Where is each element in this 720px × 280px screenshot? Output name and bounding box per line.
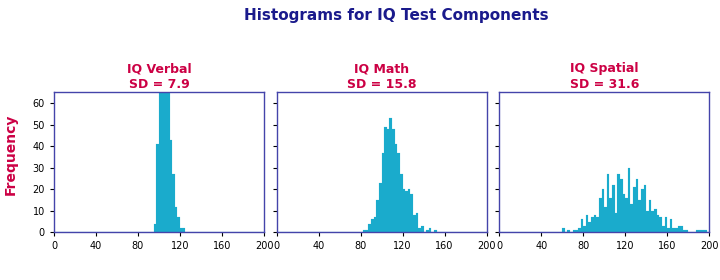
Bar (641, 189, 644, 232)
Bar (647, 211, 649, 232)
Bar (636, 179, 639, 232)
Bar (418, 228, 421, 232)
Bar (596, 217, 599, 232)
Bar (164, 26, 167, 232)
Bar (639, 200, 641, 232)
Bar (172, 174, 175, 232)
Text: Histograms for IQ Test Components: Histograms for IQ Test Components (243, 8, 549, 24)
Bar (169, 140, 172, 232)
Bar (578, 228, 580, 232)
Bar (366, 230, 369, 232)
Text: Frequency: Frequency (4, 113, 17, 195)
Bar (665, 217, 667, 232)
Bar (698, 230, 701, 232)
Bar (156, 144, 159, 232)
Bar (628, 168, 631, 232)
Bar (672, 228, 675, 232)
Bar (607, 174, 609, 232)
Bar (591, 217, 594, 232)
Bar (675, 228, 678, 232)
Bar (400, 174, 402, 232)
Bar (685, 230, 688, 232)
Title: IQ Spatial
SD = 31.6: IQ Spatial SD = 31.6 (570, 62, 639, 91)
Bar (696, 230, 698, 232)
Bar (161, 0, 164, 232)
Bar (562, 228, 564, 232)
Bar (369, 224, 371, 232)
Bar (620, 179, 623, 232)
Bar (421, 226, 423, 232)
Bar (382, 153, 384, 232)
Bar (159, 60, 161, 232)
Bar (670, 220, 672, 232)
Bar (599, 198, 602, 232)
Bar (704, 230, 706, 232)
Bar (654, 209, 657, 232)
Bar (683, 230, 685, 232)
Bar (408, 189, 410, 232)
Bar (410, 194, 413, 232)
Bar (623, 194, 625, 232)
Bar (413, 215, 415, 232)
Bar (405, 192, 408, 232)
Bar (678, 226, 680, 232)
Bar (572, 230, 575, 232)
Bar (377, 200, 379, 232)
Bar (397, 153, 400, 232)
Bar (395, 144, 397, 232)
Bar (662, 226, 665, 232)
Bar (631, 204, 633, 232)
Bar (434, 230, 437, 232)
Bar (154, 224, 156, 232)
Title: IQ Verbal
SD = 7.9: IQ Verbal SD = 7.9 (127, 62, 192, 91)
Bar (387, 129, 390, 232)
Bar (594, 215, 596, 232)
Bar (667, 228, 670, 232)
Bar (660, 217, 662, 232)
Bar (617, 174, 620, 232)
Bar (575, 230, 578, 232)
Bar (649, 200, 652, 232)
Bar (567, 230, 570, 232)
Bar (180, 228, 183, 232)
Bar (652, 211, 654, 232)
Bar (633, 187, 636, 232)
Bar (177, 217, 180, 232)
Bar (580, 220, 583, 232)
Bar (602, 189, 604, 232)
Bar (390, 118, 392, 232)
Bar (379, 183, 382, 232)
Bar (175, 207, 177, 232)
Bar (183, 228, 185, 232)
Bar (644, 185, 647, 232)
Bar (371, 220, 374, 232)
Bar (657, 215, 660, 232)
Bar (363, 230, 366, 232)
Bar (604, 207, 607, 232)
Bar (615, 213, 617, 232)
Bar (583, 226, 586, 232)
Bar (680, 226, 683, 232)
Bar (384, 127, 387, 232)
Bar (402, 189, 405, 232)
Bar (701, 230, 704, 232)
Bar (374, 217, 377, 232)
Bar (625, 198, 628, 232)
Bar (586, 215, 588, 232)
Bar (426, 230, 429, 232)
Bar (167, 84, 169, 232)
Bar (429, 228, 431, 232)
Bar (588, 222, 591, 232)
Title: IQ Math
SD = 15.8: IQ Math SD = 15.8 (347, 62, 416, 91)
Bar (392, 129, 395, 232)
Bar (612, 185, 615, 232)
Bar (609, 198, 612, 232)
Bar (415, 213, 418, 232)
